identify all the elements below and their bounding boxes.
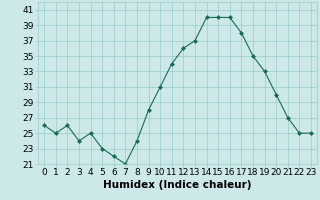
X-axis label: Humidex (Indice chaleur): Humidex (Indice chaleur) [103, 180, 252, 190]
